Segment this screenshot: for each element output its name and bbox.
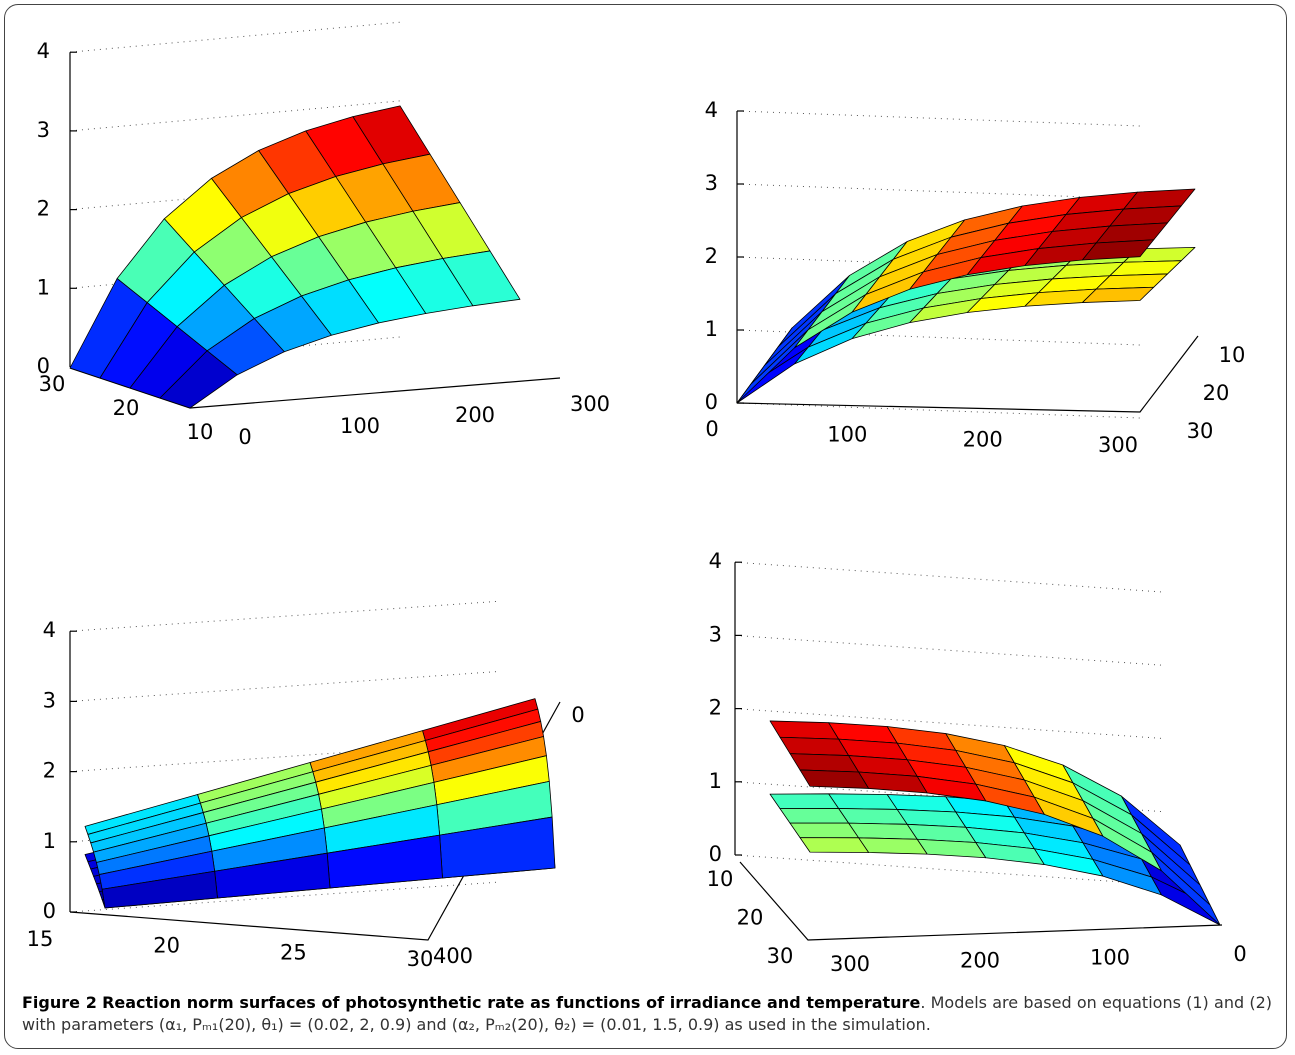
z-tick-label: 1 <box>43 829 56 853</box>
temperature-tick-label: 30 <box>1187 419 1214 443</box>
irradiance-tick-label: 300 <box>570 392 610 416</box>
irradiance-tick-label: 300 <box>830 952 870 976</box>
irradiance-tick-label: 100 <box>1090 945 1130 969</box>
temperature-tick-label: 20 <box>1203 381 1230 405</box>
surface-patch <box>159 350 238 409</box>
temperature-tick-label: 30 <box>767 944 794 968</box>
z-tick-label: 1 <box>37 275 50 299</box>
z-tick-label: 1 <box>705 317 718 341</box>
z-tick-label: 0 <box>709 842 722 866</box>
grid-line <box>736 110 1141 127</box>
z-tick-label: 3 <box>705 171 718 195</box>
temperature-tick-label: 20 <box>153 934 180 958</box>
surface-patch <box>828 793 898 810</box>
z-tick-label: 0 <box>705 390 718 414</box>
z-tick-label: 3 <box>43 688 56 712</box>
temperature-tick-label: 15 <box>27 927 54 951</box>
temperature-tick-label: 10 <box>1219 343 1246 367</box>
grid-line <box>734 561 1166 593</box>
irradiance-tick-label: 0 <box>705 417 718 441</box>
surface-patch <box>769 793 839 810</box>
caption-title: Reaction norm surfaces of photosynthetic… <box>102 993 921 1012</box>
surface-patch <box>736 329 809 404</box>
temperature-tick-label: 10 <box>187 420 214 444</box>
z-tick-label: 2 <box>705 244 718 268</box>
irradiance-tick-label: 0 <box>571 703 584 727</box>
grid-line <box>736 402 1141 419</box>
surface-patch <box>1082 239 1155 261</box>
surface-patch <box>779 736 849 756</box>
grid-line <box>69 21 401 53</box>
temperature-tick-label: 25 <box>280 940 307 964</box>
z-tick-label: 0 <box>43 899 56 923</box>
surface-patch <box>858 837 928 855</box>
surface-patch <box>779 808 849 824</box>
grid-line <box>736 329 1141 346</box>
grid-line <box>69 100 401 132</box>
surface-patch <box>769 720 839 740</box>
z-tick-label: 4 <box>705 98 718 122</box>
figure-frame <box>4 4 1287 1049</box>
z-tick-label: 0 <box>37 354 50 378</box>
caption-text: . Models are based on equations (1) and … <box>22 993 1273 1034</box>
temperature-tick-label: 30 <box>39 372 66 396</box>
z-tick-label: 3 <box>709 622 722 646</box>
surface-patch <box>1082 286 1155 303</box>
grid-line <box>69 600 501 632</box>
temperature-tick-label: 30 <box>407 947 434 971</box>
irradiance-tick-label: 0 <box>1233 942 1246 966</box>
irradiance-tick-label: 200 <box>455 403 495 427</box>
surface-patch <box>799 837 869 853</box>
surface-patch <box>799 769 869 789</box>
grid-line <box>69 336 401 368</box>
z-tick-label: 4 <box>37 39 50 63</box>
z-tick-label: 1 <box>709 769 722 793</box>
z-tick-label: 3 <box>37 118 50 142</box>
irradiance-tick-label: 100 <box>340 414 380 438</box>
grid-line <box>69 670 501 702</box>
irradiance-tick-label: 200 <box>960 949 1000 973</box>
grid-line <box>734 634 1166 666</box>
base-axes <box>739 861 1223 941</box>
temperature-tick-label: 20 <box>737 906 764 930</box>
caption: Figure 2 Reaction norm surfaces of photo… <box>22 992 1272 1036</box>
caption-label: Figure 2 <box>22 993 97 1012</box>
irradiance-tick-label: 100 <box>827 422 867 446</box>
surface-patch <box>848 822 918 840</box>
base-axes <box>736 335 1199 413</box>
z-tick-label: 4 <box>43 618 56 642</box>
grid-line <box>736 183 1141 200</box>
surface-patch <box>101 870 218 909</box>
z-tick-label: 2 <box>37 197 50 221</box>
surface-patch <box>789 753 859 773</box>
temperature-tick-label: 10 <box>707 867 734 891</box>
surface-patch <box>838 808 908 825</box>
temperature-tick-label: 20 <box>113 396 140 420</box>
irradiance-tick-label: 0 <box>238 425 251 449</box>
irradiance-tick-label: 400 <box>433 944 473 968</box>
z-tick-label: 4 <box>709 549 722 573</box>
irradiance-tick-label: 300 <box>1098 433 1138 457</box>
irradiance-tick-label: 200 <box>963 428 1003 452</box>
z-tick-label: 2 <box>709 696 722 720</box>
z-tick-label: 2 <box>43 759 56 783</box>
surface-patch <box>789 822 859 839</box>
